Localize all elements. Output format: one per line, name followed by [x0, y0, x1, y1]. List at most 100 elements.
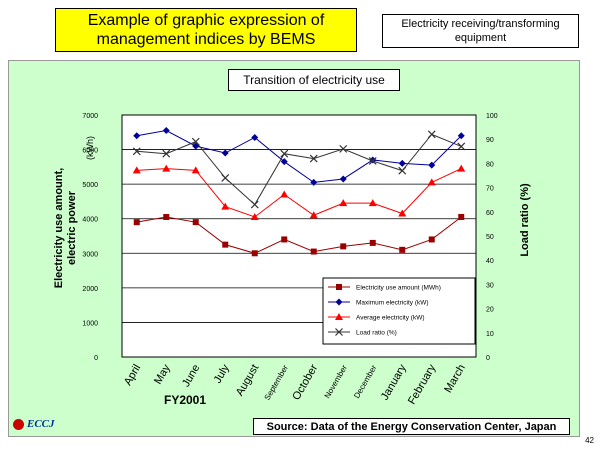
series-1-point [281, 236, 288, 243]
y-right-tick-label: 10 [486, 331, 494, 338]
series-4-point [250, 200, 259, 209]
series-4-point [280, 149, 289, 158]
slide-title-line2: management indices by BEMS [96, 31, 316, 48]
x-tick-label: June [180, 363, 202, 390]
source-text: Source: Data of the Energy Conservation … [266, 420, 557, 433]
series-4-point [339, 144, 348, 153]
series-3-point [398, 209, 407, 217]
legend-label: Average electricity (kW) [356, 315, 425, 322]
y-right-tick-label: 90 [486, 137, 494, 144]
x-tick-label: October [290, 362, 320, 402]
x-tick-label: August [234, 363, 262, 399]
series-3-point [162, 164, 171, 172]
series-2-point [221, 149, 229, 157]
x-tick-label: November [323, 363, 349, 400]
eccj-logo-text: ECCJ [27, 418, 55, 430]
slide-title-line1: Example of graphic expression of [87, 12, 325, 29]
y-right-tick-label: 60 [486, 210, 494, 217]
legend-marker [336, 284, 342, 290]
x-tick-label: April [122, 363, 143, 388]
source-note: Source: Data of the Energy Conservation … [253, 418, 570, 435]
series-1-point [192, 219, 199, 226]
series-2-point [280, 158, 288, 166]
series-3-point [457, 164, 466, 172]
y-left-tick-label: 7000 [82, 113, 98, 120]
series-line-4 [136, 133, 462, 206]
series-1-point [428, 236, 435, 243]
series-3-point [132, 166, 141, 174]
series-4-point [162, 149, 171, 158]
y-right-tick-label: 70 [486, 186, 494, 193]
legend-marker [335, 328, 343, 336]
x-tick-label: May [152, 362, 173, 386]
series-4-point [398, 166, 407, 175]
y-right-tick-label: 50 [486, 234, 494, 241]
series-4-point [221, 173, 230, 182]
y-right-tick-label: 100 [486, 113, 498, 120]
series-1-point [163, 213, 170, 220]
series-4-point [191, 137, 200, 146]
y-right-tick-label: 30 [486, 282, 494, 289]
series-1-point [399, 246, 406, 253]
y-right-tick-label: 20 [486, 307, 494, 314]
y-right-tick-label: 80 [486, 161, 494, 168]
page-number: 42 [585, 436, 594, 445]
series-2-point [339, 175, 347, 183]
series-4-point [309, 154, 318, 163]
series-3-point [427, 178, 436, 186]
series-1-point [369, 239, 376, 246]
legend-box [322, 277, 476, 345]
series-2-point [133, 132, 141, 140]
y-left-axis-label-line2: electric power [66, 190, 78, 265]
y-left-tick-label: 1000 [82, 320, 98, 327]
legend-marker [335, 313, 343, 320]
legend-label: Maximum electricity (kW) [356, 300, 429, 307]
eccj-logo: ECCJ [13, 418, 55, 430]
series-3-point [280, 190, 289, 198]
x-axis-label: FY2001 [164, 393, 206, 407]
chart-title-text: Transition of electricity use [243, 73, 385, 87]
y-left-tick-label: 4000 [82, 217, 98, 224]
series-1-point [251, 250, 258, 257]
y-left-tick-label: 0 [94, 355, 98, 362]
series-1-point [458, 213, 465, 220]
x-tick-label: December [352, 363, 378, 400]
series-2-point [457, 132, 465, 140]
series-line-3 [136, 168, 462, 218]
y-left-tick-label: 5000 [82, 182, 98, 189]
series-2-point [428, 161, 436, 169]
series-3-point [368, 199, 377, 207]
x-tick-label: January [379, 362, 409, 402]
series-2-point [310, 178, 318, 186]
equipment-label-line1: Electricity receiving/transforming [401, 18, 560, 30]
series-1-point [310, 248, 317, 255]
legend-marker [335, 298, 343, 306]
equipment-label-line2: equipment [454, 32, 507, 44]
series-1-point [133, 219, 140, 226]
legend-label: Electricity use amount (MWh) [356, 285, 441, 292]
y-left-tick-label: 3000 [82, 251, 98, 258]
series-4-point [427, 130, 436, 139]
legend-label: Load ratio (%) [356, 330, 397, 337]
series-2-point [398, 159, 406, 167]
x-tick-label: July [212, 362, 232, 385]
series-4-point [457, 142, 466, 151]
y-left-tick-label: 6000 [82, 148, 98, 155]
series-3-point [191, 166, 200, 174]
series-3-point [339, 199, 348, 207]
series-3-point [309, 211, 318, 219]
eccj-logo-icon [13, 418, 24, 430]
slide-title: Example of graphic expression of managem… [55, 8, 357, 52]
series-1-point [222, 241, 229, 248]
y-right-tick-label: 40 [486, 258, 494, 265]
series-line-1 [136, 216, 462, 254]
series-2-point [162, 127, 170, 135]
series-1-point [340, 243, 347, 250]
x-tick-label: September [263, 363, 291, 402]
x-tick-label: March [442, 363, 468, 395]
series-4-point [132, 147, 141, 156]
series-2-point [251, 133, 259, 141]
y-right-tick-label: 0 [486, 355, 490, 362]
series-3-point [221, 202, 230, 210]
